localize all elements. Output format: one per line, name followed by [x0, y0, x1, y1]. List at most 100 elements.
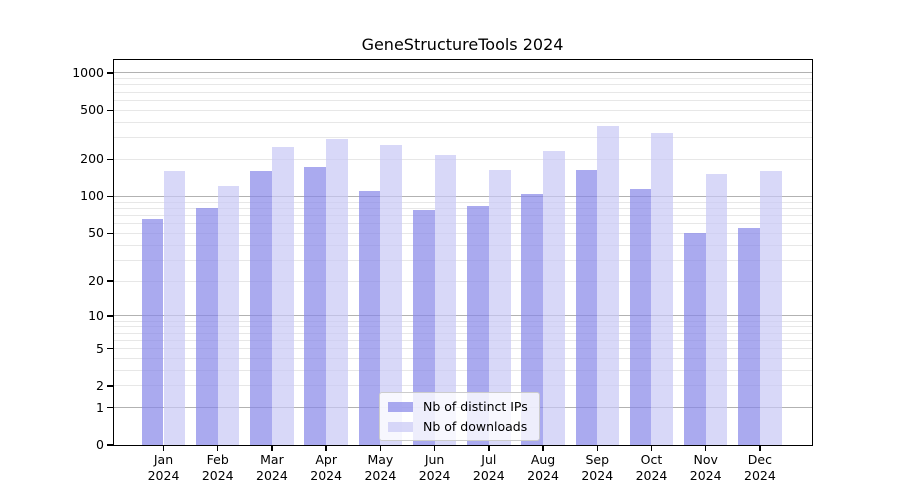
- gridline-minor: [114, 320, 812, 322]
- gridline-minor: [114, 280, 812, 282]
- bar-distinct-ips: [304, 166, 327, 445]
- y-tick-label: 200: [80, 151, 104, 167]
- bar-downloads: [488, 170, 511, 445]
- y-tick-mark: [107, 444, 114, 446]
- x-tick-mark: [271, 446, 273, 451]
- gridline-minor: [114, 348, 812, 349]
- gridline-minor: [114, 259, 812, 261]
- y-tick-mark: [107, 72, 114, 74]
- bar-downloads: [651, 132, 674, 445]
- x-tick-label: Aug 2024: [513, 452, 573, 483]
- gridline-major: [114, 195, 812, 197]
- legend: Nb of distinct IPs Nb of downloads: [379, 392, 540, 441]
- x-tick-label: Apr 2024: [296, 452, 356, 483]
- gridline-minor: [114, 244, 812, 246]
- y-tick-label: 5: [96, 340, 104, 356]
- gridline-minor: [114, 84, 812, 86]
- bar-distinct-ips: [358, 191, 381, 445]
- x-tick-label: May 2024: [350, 452, 410, 483]
- y-tick-mark: [107, 347, 114, 350]
- y-tick-mark: [107, 195, 114, 198]
- bar-distinct-ips: [575, 169, 598, 445]
- gridline-minor: [114, 326, 812, 328]
- x-tick-mark: [488, 446, 490, 451]
- gridline-minor: [114, 158, 812, 160]
- gridline-minor: [114, 339, 812, 341]
- y-tick-label: 100: [80, 188, 104, 204]
- gridline-major: [114, 72, 812, 74]
- bar-downloads: [759, 171, 782, 445]
- bar-distinct-ips: [684, 233, 706, 445]
- year-label: 2024: [472, 467, 505, 483]
- bar-distinct-ips: [196, 207, 218, 445]
- bar-distinct-ips: [412, 209, 435, 445]
- bar-distinct-ips: [141, 218, 164, 445]
- x-tick-label: Jun 2024: [405, 452, 465, 483]
- bar-distinct-ips: [629, 189, 652, 445]
- month-label: Jun: [424, 452, 445, 467]
- x-tick-mark: [325, 446, 327, 451]
- year-label: 2024: [418, 467, 451, 483]
- legend-label-downloads: Nb of downloads: [423, 419, 528, 434]
- year-label: 2024: [635, 467, 668, 483]
- gridline-minor: [114, 207, 812, 209]
- month-label: May: [367, 452, 394, 467]
- gridline-minor: [114, 385, 812, 387]
- y-tick-mark: [107, 109, 114, 111]
- year-label: 2024: [581, 467, 614, 483]
- bar-downloads: [705, 174, 728, 445]
- x-tick-mark: [542, 446, 544, 451]
- month-label: Jul: [481, 452, 497, 467]
- gridline-minor: [114, 109, 812, 111]
- gridline-minor: [114, 137, 812, 139]
- gridline-minor: [114, 332, 812, 334]
- year-label: 2024: [147, 467, 180, 483]
- x-tick-mark: [379, 446, 382, 451]
- legend-item-distinct-ips: Nb of distinct IPs: [388, 399, 528, 414]
- gridline-minor: [114, 232, 812, 234]
- x-tick-label: Feb 2024: [188, 452, 248, 483]
- month-label: Mar: [260, 452, 284, 467]
- bar-downloads: [597, 125, 619, 445]
- x-tick-label: Dec 2024: [730, 452, 790, 483]
- y-tick-label: 1: [96, 399, 104, 415]
- y-tick-label: 2: [96, 377, 104, 393]
- bar-downloads: [543, 151, 565, 445]
- legend-swatch-downloads: [388, 421, 413, 432]
- month-label: Sep: [585, 452, 610, 467]
- y-tick-label: 1000: [72, 64, 104, 80]
- gridline-minor: [114, 357, 812, 359]
- x-tick-mark: [217, 446, 219, 451]
- legend-label-distinct-ips: Nb of distinct IPs: [423, 399, 528, 414]
- month-label: Jan: [153, 452, 174, 467]
- month-label: Oct: [640, 452, 663, 467]
- y-tick-mark: [107, 232, 114, 234]
- chart-title: GeneStructureTools 2024: [361, 35, 564, 54]
- legend-item-downloads: Nb of downloads: [388, 419, 528, 434]
- gridline-major: [114, 315, 812, 317]
- gridline-minor: [114, 91, 812, 93]
- bar-distinct-ips: [521, 193, 544, 445]
- bar-downloads: [434, 155, 457, 445]
- y-tick-label: 50: [88, 225, 104, 241]
- month-label: Nov: [693, 452, 718, 467]
- x-tick-mark: [596, 446, 598, 451]
- year-label: 2024: [201, 467, 234, 483]
- bar-distinct-ips: [250, 170, 272, 445]
- y-tick-label: 0: [96, 437, 104, 452]
- bar-downloads: [380, 144, 403, 445]
- y-tick-mark: [107, 406, 114, 409]
- month-label: Apr: [315, 452, 337, 467]
- year-label: 2024: [364, 467, 397, 483]
- legend-swatch-distinct-ips: [388, 401, 413, 412]
- x-tick-label: Jan 2024: [134, 452, 194, 483]
- bar-downloads: [163, 171, 186, 445]
- gridline-minor: [114, 201, 812, 203]
- y-tick-mark: [107, 385, 114, 387]
- gridline-minor: [114, 223, 812, 225]
- gridline-minor: [114, 78, 812, 80]
- bar-downloads: [217, 185, 240, 445]
- year-label: 2024: [256, 467, 288, 483]
- gridline-minor: [114, 121, 812, 123]
